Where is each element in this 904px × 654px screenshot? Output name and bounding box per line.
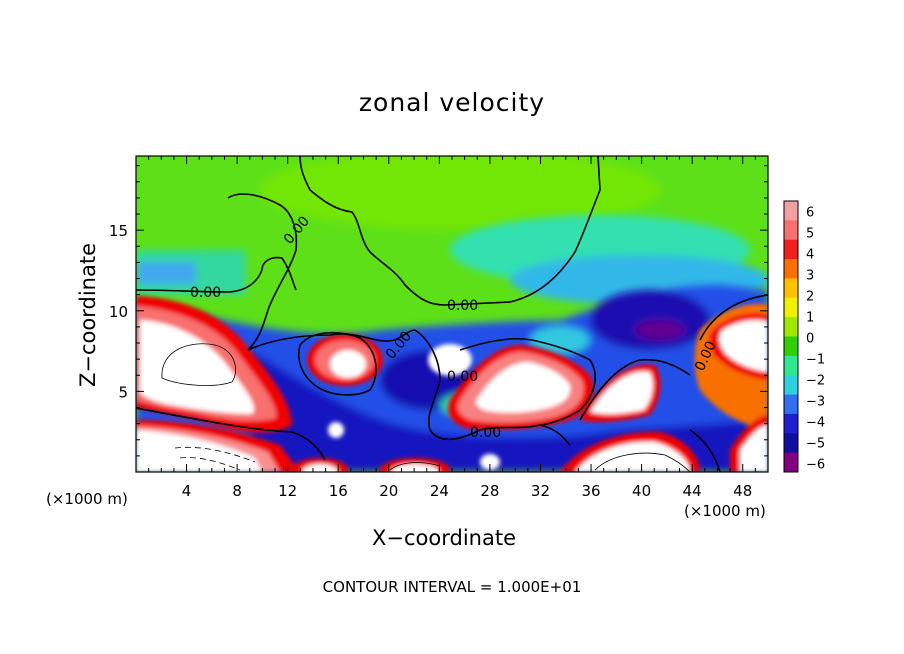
colorbar-swatch <box>784 317 798 337</box>
x-axis-unit-right: (×1000 m) <box>684 502 766 520</box>
colorbar-label: 1 <box>806 311 814 326</box>
thin-contours <box>161 343 691 472</box>
colorbar-label: 2 <box>806 290 814 305</box>
contour-interval-note: CONTOUR INTERVAL = 1.000E+01 <box>322 578 582 596</box>
x-tick-label: 8 <box>232 482 242 500</box>
x-axis-label: X−coordinate <box>372 526 516 550</box>
colorbar-label: −6 <box>806 457 825 472</box>
colorbar-swatch <box>784 239 798 260</box>
x-tick-label: 4 <box>182 482 192 500</box>
colorbar-label: −5 <box>806 436 825 451</box>
y-axis-label: Z−coordinate <box>76 243 100 387</box>
colorbar-label: −2 <box>806 373 825 388</box>
y-axis-ticks: 5 10 15 <box>109 165 768 457</box>
x-tick-label: 16 <box>329 482 348 500</box>
x-tick-label: 36 <box>581 482 600 500</box>
x-tick-label: 28 <box>480 482 499 500</box>
colorbar-label: 0 <box>806 332 814 347</box>
colorbar: 6 5 4 3 2 1 0 −1 −2 −3 −4 −5 −6 <box>783 200 825 473</box>
colorbar-swatch <box>784 433 798 454</box>
colorbar-swatch <box>784 375 798 396</box>
heatmap-field <box>136 156 768 472</box>
x-tick-label: 20 <box>379 482 398 500</box>
colorbar-swatch <box>784 452 798 473</box>
contour-lines <box>136 156 768 472</box>
colorbar-swatch <box>784 297 798 318</box>
chart-title: zonal velocity <box>358 88 546 117</box>
contour-label: 0.00 <box>447 298 478 314</box>
x-tick-label: 12 <box>278 482 297 500</box>
x-axis-unit-left: (×1000 m) <box>46 490 128 508</box>
colorbar-label: 3 <box>806 269 814 284</box>
y-tick-label: 15 <box>109 222 128 240</box>
colorbar-label: −3 <box>806 394 825 409</box>
colorbar-label: −4 <box>806 415 825 430</box>
colorbar-label: 6 <box>806 206 814 221</box>
colorbar-swatch <box>784 394 798 415</box>
x-tick-label: 40 <box>632 482 651 500</box>
colorbar-label: −1 <box>806 352 825 367</box>
colorbar-swatch <box>784 201 798 221</box>
colorbar-label: 5 <box>806 227 814 242</box>
colorbar-swatch <box>784 259 798 279</box>
colorbar-frame <box>783 200 799 473</box>
x-axis-ticks: 4 8 12 16 20 24 28 32 36 40 44 48 <box>148 156 756 500</box>
colorbar-swatch <box>784 336 798 357</box>
colorbar-label: 4 <box>806 248 814 263</box>
x-tick-label: 44 <box>683 482 702 500</box>
contour-label: 0.00 <box>190 285 221 301</box>
contour-label: 0.00 <box>447 369 478 385</box>
x-tick-label: 24 <box>430 482 449 500</box>
contour-label: 0.00 <box>470 425 501 441</box>
x-tick-label: 48 <box>733 482 752 500</box>
colorbar-swatch <box>784 220 798 241</box>
colorbar-swatch <box>784 413 798 434</box>
y-tick-label: 5 <box>118 383 128 401</box>
x-tick-label: 32 <box>531 482 550 500</box>
colorbar-swatch <box>784 278 798 299</box>
colorbar-swatch <box>784 355 798 376</box>
y-tick-label: 10 <box>109 303 128 321</box>
